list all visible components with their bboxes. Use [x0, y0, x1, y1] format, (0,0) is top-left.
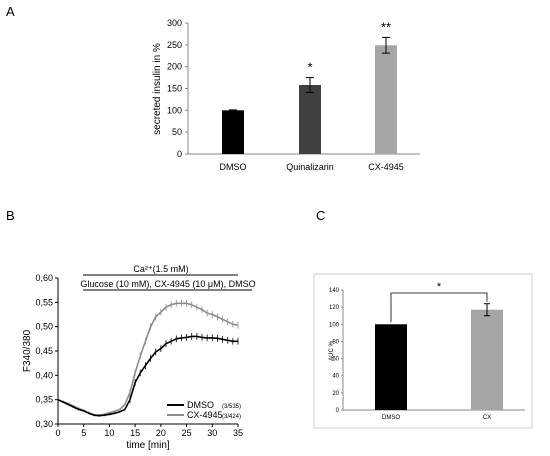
panel-c-frame [313, 273, 533, 429]
panel-a-bar [299, 85, 321, 154]
panel-b: B F340/380 time [min] Ca²⁺(1.5 mM) Gluco… [6, 208, 256, 451]
panel-b-x-tick-label: 25 [182, 428, 192, 438]
panel-b-letter: B [6, 208, 15, 223]
panel-c-y-axis-label: AUC % [329, 341, 335, 361]
panel-b-y-axis-label: F340/380 [22, 329, 33, 372]
panel-a-category-label: CX-4945 [368, 162, 404, 172]
panel-c-y-tick-label: 20 [332, 391, 339, 397]
panel-b-x-tick-label: 30 [207, 428, 217, 438]
panel-c-y-tick-label: 0 [336, 408, 340, 414]
panel-c-bar [471, 309, 503, 410]
panel-c-y-tick-label: 140 [329, 288, 340, 294]
panel-a-category-label: Quinalizarin [286, 162, 334, 172]
panel-c-bar [375, 324, 407, 410]
panel-c-y-tick-label: 100 [329, 322, 340, 328]
panel-a-y-tick-label: 300 [167, 18, 182, 28]
panel-c-y-tick-label: 40 [332, 374, 339, 380]
panel-a-y-tick-label: 50 [172, 127, 182, 137]
legend-n-cx4945: (3/424) [222, 414, 241, 420]
panel-b-y-tick-label: 0,35 [35, 395, 53, 405]
legend-label-dmso: DMSO [187, 400, 214, 410]
legend-n-dmso: (3/535) [222, 404, 241, 410]
panel-b-x-tick-label: 15 [130, 428, 140, 438]
panel-c-y-tick-label: 120 [329, 305, 340, 311]
panel-a-y-tick-label: 200 [167, 62, 182, 72]
panel-a: A secreted insulin in % 0 50 100 150 200 250 3… [6, 4, 420, 172]
panel-b-x-axis-label: time [min] [126, 440, 170, 451]
panel-c-category-label: CX [483, 415, 491, 421]
panel-b-y-tick-label: 0,55 [35, 297, 53, 307]
panel-b-y-tick-label: 0,45 [35, 346, 53, 356]
panel-c: C AUC % 0 20 40 60 80 100 120 140 DMSO CX * [313, 208, 533, 429]
panel-b-y-tick-label: 0,30 [35, 419, 53, 429]
panel-c-category-label: DMSO [382, 415, 400, 421]
treatment-annotation: Glucose (10 mM), CX-4945 (10 μM), DMSO [80, 279, 255, 289]
panel-a-significance-mark: * [307, 60, 312, 75]
panel-a-category-label: DMSO [220, 162, 247, 172]
panel-b-y-tick-label: 0,50 [35, 322, 53, 332]
panel-a-significance-mark: ** [381, 19, 391, 34]
panel-a-y-tick-label: 250 [167, 40, 182, 50]
panel-c-y-tick-label: 60 [332, 357, 339, 363]
panel-a-y-tick-label: 150 [167, 84, 182, 94]
panel-c-letter: C [316, 208, 325, 223]
panel-b-x-tick-label: 20 [156, 428, 166, 438]
panel-b-x-tick-label: 0 [55, 428, 60, 438]
panel-a-y-tick-label: 100 [167, 105, 182, 115]
panel-c-significance-bracket [390, 292, 488, 323]
legend: DMSO (3/535) CX-4945 (3/424) [167, 400, 241, 420]
panel-a-y-tick-label: 0 [177, 149, 182, 159]
panel-a-letter: A [6, 4, 15, 19]
panel-b-x-tick-label: 35 [233, 428, 243, 438]
legend-label-cx4945: CX-4945 [187, 410, 223, 420]
panel-b-series-line [57, 302, 239, 417]
panel-c-significance-mark: * [437, 281, 442, 293]
panel-a-bar [375, 45, 397, 154]
calcium-annotation: Ca²⁺(1.5 mM) [133, 264, 188, 274]
panel-a-y-axis-label: secreted insulin in % [152, 43, 163, 135]
panel-b-x-tick-label: 5 [81, 428, 86, 438]
panel-c-y-tick-label: 80 [332, 339, 339, 345]
panel-b-series-line [57, 335, 238, 417]
panel-b-y-tick-label: 0,60 [35, 273, 53, 283]
panel-a-bar [222, 110, 244, 154]
panel-b-y-tick-label: 0,40 [35, 370, 53, 380]
panel-b-x-tick-label: 10 [104, 428, 114, 438]
